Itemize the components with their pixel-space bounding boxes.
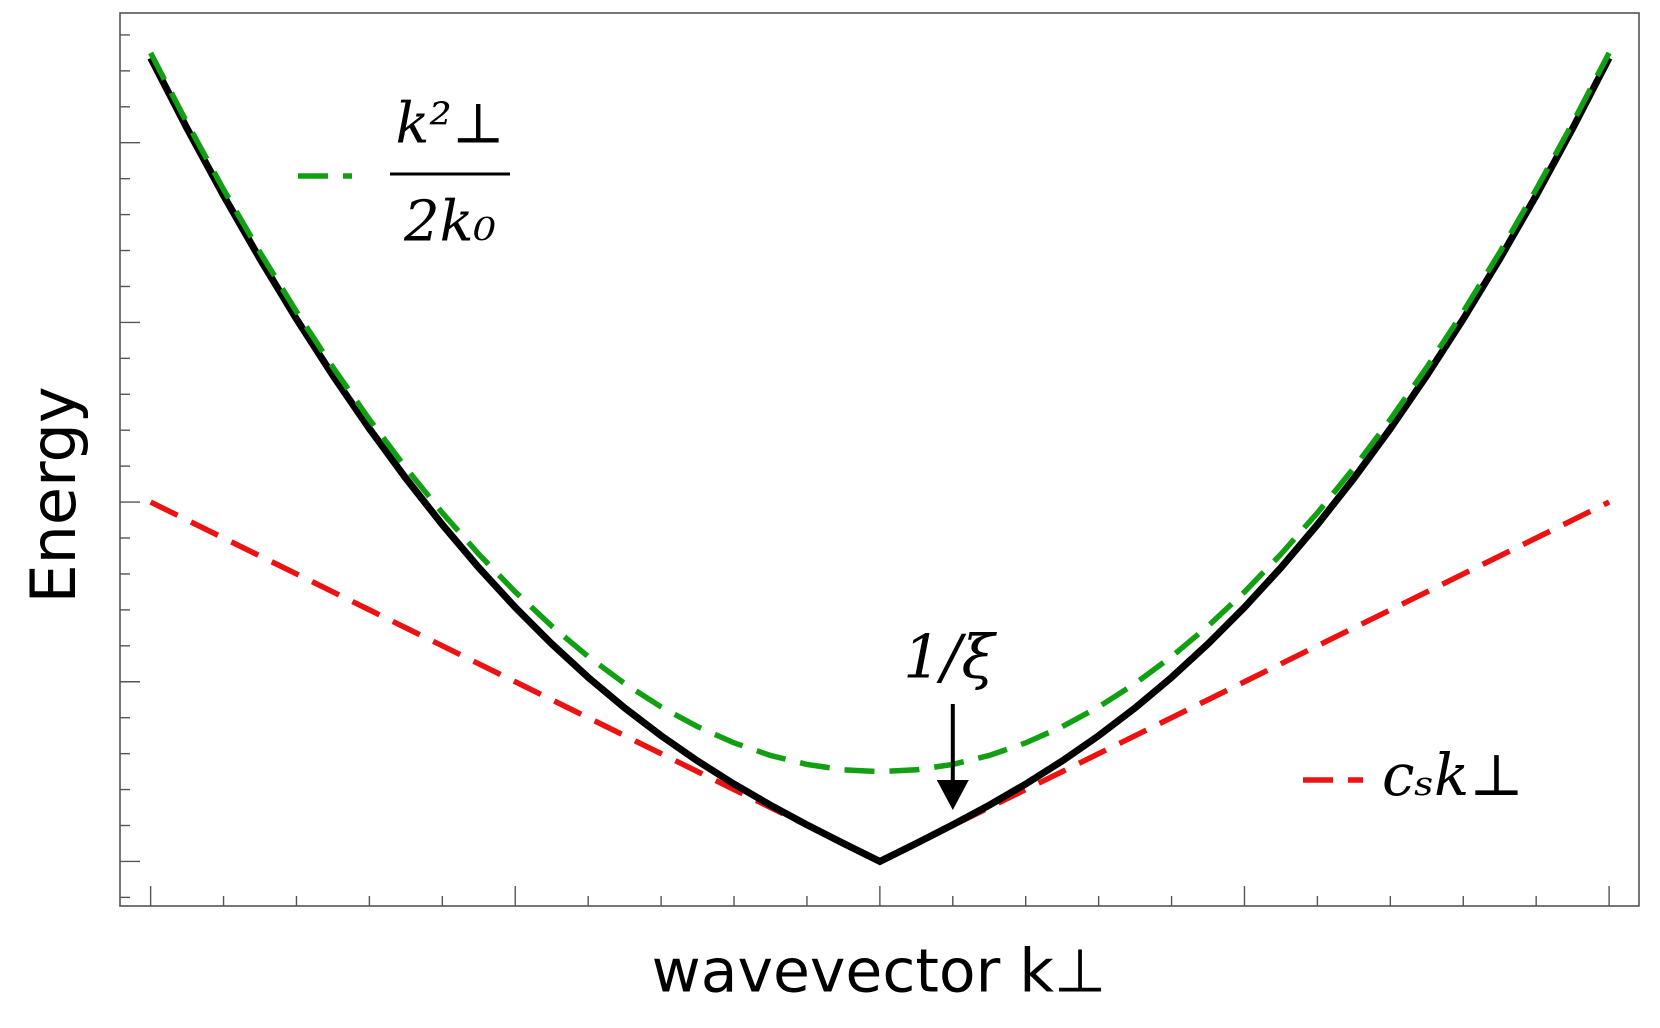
legend-label-numerator: k²⊥ — [395, 92, 504, 157]
series-line — [147, 56, 1613, 866]
annotation-label: 1/ξ — [903, 623, 997, 693]
legend-label-denominator: 2k₀ — [403, 190, 496, 255]
y-axis-label: Energy — [17, 386, 90, 603]
series-line — [148, 51, 1612, 775]
x-axis-label: wavevector k⊥ — [652, 937, 1107, 1007]
legend-label: cₛk⊥ — [1382, 741, 1524, 809]
annotation-arrow-head — [936, 780, 969, 810]
